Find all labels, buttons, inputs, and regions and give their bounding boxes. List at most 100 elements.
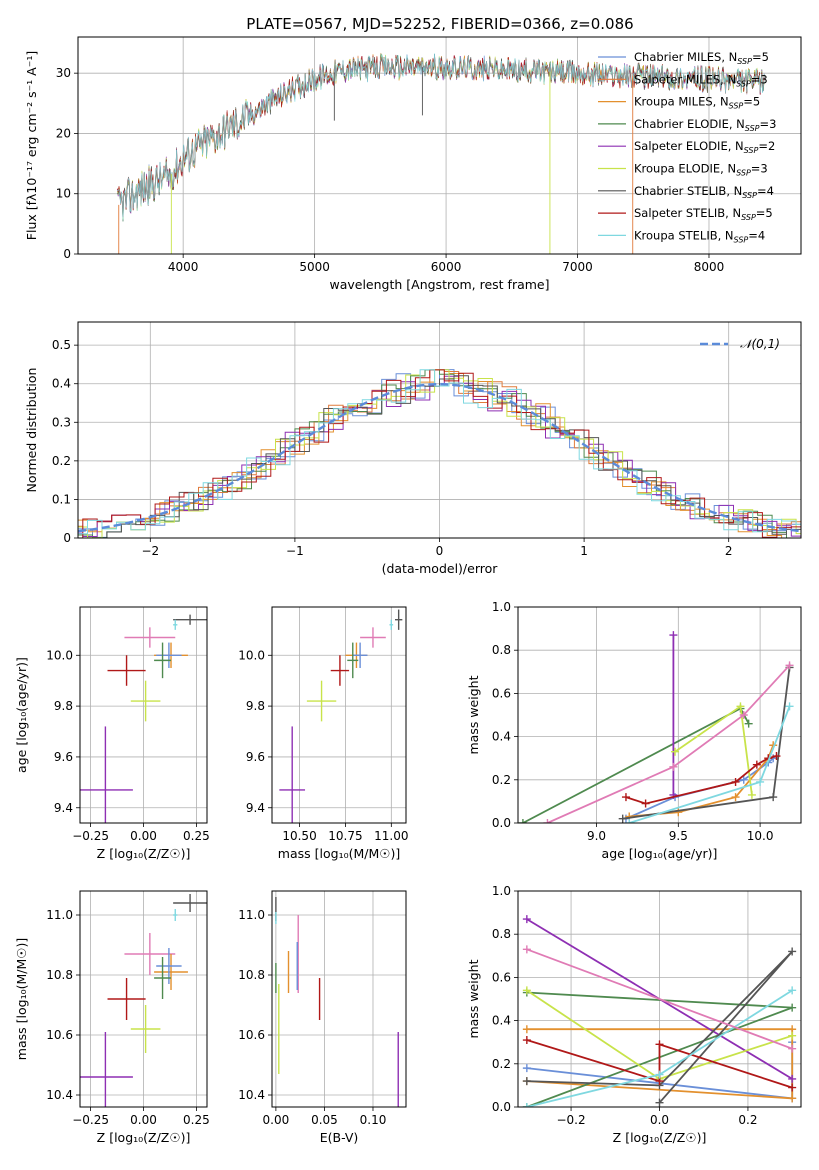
y-tick-label: 9.4 bbox=[246, 801, 265, 815]
weight-marker bbox=[769, 793, 778, 802]
panel-age_vs_mass: 10.50 10.75 11.00 10.0 9.8 9.6 9.4 mass [log₁₀(… bbox=[238, 606, 408, 861]
y-tick-label: 0.4 bbox=[492, 730, 511, 744]
y-tick-label: 0.8 bbox=[492, 643, 511, 657]
y-tick-label: 10.0 bbox=[46, 648, 73, 662]
legend-label: Chabrier STELIB, NSSP=4 bbox=[634, 184, 774, 200]
x-tick-label: 10.75 bbox=[328, 829, 362, 843]
weight-line bbox=[526, 1028, 794, 1100]
weight-marker bbox=[788, 1083, 797, 1092]
errorbar-point bbox=[130, 680, 161, 722]
legend-label: Kroupa STELIB, NSSP=4 bbox=[634, 228, 765, 244]
x-tick-label: 8000 bbox=[694, 260, 725, 274]
y-tick-label: 10 bbox=[56, 187, 71, 201]
errorbar-point bbox=[330, 655, 350, 686]
y-tick-label: 9.8 bbox=[54, 699, 73, 713]
weight-marker bbox=[788, 1031, 797, 1040]
weight-marker bbox=[669, 631, 678, 640]
weight-marker bbox=[522, 1064, 531, 1073]
normal-curve bbox=[78, 382, 801, 533]
weight-marker bbox=[674, 808, 683, 817]
x-tick-label: 0.00 bbox=[130, 829, 157, 843]
panel-residuals: −2 −1 0 1 2 0 0.1 0.2 0.3 0.4 0.5 (data-model)/erro… bbox=[24, 321, 802, 576]
errorbar-point bbox=[173, 894, 207, 912]
x-tick-label: 0.10 bbox=[360, 1113, 387, 1127]
y-tick-label: 10.6 bbox=[238, 1028, 265, 1042]
figure-title: PLATE=0567, MJD=52252, FIBERID=0366, z=0… bbox=[246, 15, 633, 33]
legend-label: Salpeter STELIB, NSSP=5 bbox=[634, 206, 773, 222]
x-axis-label: Z [log₁₀(Z/Z☉)] bbox=[97, 1130, 191, 1145]
x-axis-label: mass [log₁₀(M/M☉)] bbox=[278, 846, 400, 861]
errorbar-point bbox=[124, 933, 176, 975]
weight-marker bbox=[736, 702, 745, 711]
errorbar-point bbox=[306, 680, 337, 722]
y-axis-label: mass weight bbox=[466, 675, 481, 754]
y-axis-label: Normed distribution bbox=[24, 368, 39, 493]
errorbar-point bbox=[360, 627, 386, 648]
errorbar-point bbox=[394, 609, 403, 630]
y-tick-label: 10.6 bbox=[46, 1028, 73, 1042]
y-tick-label: 0.0 bbox=[492, 816, 511, 830]
weight-marker bbox=[739, 775, 748, 784]
y-tick-label: 0 bbox=[63, 247, 71, 261]
x-tick-label: 7000 bbox=[562, 260, 593, 274]
y-tick-label: 11.0 bbox=[238, 908, 265, 922]
spectrum-line bbox=[117, 53, 765, 220]
x-tick-label: −0.2 bbox=[556, 1113, 585, 1127]
weight-marker bbox=[785, 661, 794, 670]
legend: 𝒩(0,1) bbox=[700, 337, 780, 351]
histogram-step bbox=[78, 369, 801, 538]
y-axis-label: age [log₁₀(age/yr)] bbox=[14, 657, 29, 773]
weight-marker bbox=[641, 799, 650, 808]
weight-marker bbox=[522, 986, 531, 995]
y-tick-label: 0.6 bbox=[492, 970, 511, 984]
axes-frame bbox=[271, 606, 407, 824]
weight-marker bbox=[788, 1003, 797, 1012]
errorbar-point bbox=[347, 642, 359, 679]
grid bbox=[272, 891, 406, 1107]
errorbar-point bbox=[173, 614, 207, 625]
legend-label: Chabrier ELODIE, NSSP=3 bbox=[634, 117, 776, 133]
weight-marker bbox=[618, 814, 627, 823]
weight-line bbox=[674, 704, 753, 796]
y-tick-label: 1.0 bbox=[492, 884, 511, 898]
x-axis-label: E(B-V) bbox=[320, 1130, 359, 1145]
x-tick-label: 1 bbox=[580, 544, 588, 558]
x-tick-label: 0.0 bbox=[650, 1113, 669, 1127]
x-tick-label: 0.2 bbox=[738, 1113, 757, 1127]
y-tick-label: 9.6 bbox=[246, 750, 265, 764]
weight-marker bbox=[788, 986, 797, 995]
x-tick-label: −0.25 bbox=[72, 1113, 109, 1127]
y-tick-label: 0.2 bbox=[492, 1057, 511, 1071]
errorbar-point bbox=[80, 1032, 133, 1107]
plot-area bbox=[117, 52, 765, 254]
x-tick-label: 6000 bbox=[431, 260, 462, 274]
x-tick-label: −0.25 bbox=[72, 829, 109, 843]
y-tick-label: 0.5 bbox=[52, 338, 71, 352]
errorbar-point bbox=[352, 642, 368, 668]
y-axis-label: mass weight bbox=[466, 959, 481, 1038]
errorbar-point bbox=[173, 619, 178, 630]
x-tick-label: 9.5 bbox=[669, 829, 688, 843]
weight-marker bbox=[731, 777, 740, 786]
errorbar-point bbox=[107, 978, 146, 1020]
legend-label: Salpeter MILES, NSSP=3 bbox=[634, 72, 768, 88]
x-tick-label: 0.00 bbox=[130, 1113, 157, 1127]
weight-line bbox=[526, 948, 793, 1050]
y-axis-label: mass [log₁₀(M/M☉)] bbox=[14, 938, 29, 1060]
x-tick-label: 10.50 bbox=[282, 829, 316, 843]
plot-area bbox=[279, 609, 403, 823]
weight-marker bbox=[788, 1044, 797, 1053]
x-tick-label: 0.25 bbox=[183, 1113, 210, 1127]
x-tick-label: 0.05 bbox=[311, 1113, 338, 1127]
y-tick-label: 10.4 bbox=[46, 1088, 73, 1102]
weight-marker bbox=[744, 719, 753, 728]
y-tick-label: 0.3 bbox=[52, 415, 71, 429]
x-tick-label: 11.00 bbox=[374, 829, 408, 843]
errorbar-point bbox=[124, 627, 176, 648]
histogram-step bbox=[78, 369, 801, 538]
weight-marker bbox=[518, 819, 527, 823]
weight-line bbox=[547, 664, 791, 823]
x-tick-label: 0.00 bbox=[263, 1113, 290, 1127]
y-tick-label: 0.1 bbox=[52, 492, 71, 506]
plot-area bbox=[522, 915, 797, 1107]
